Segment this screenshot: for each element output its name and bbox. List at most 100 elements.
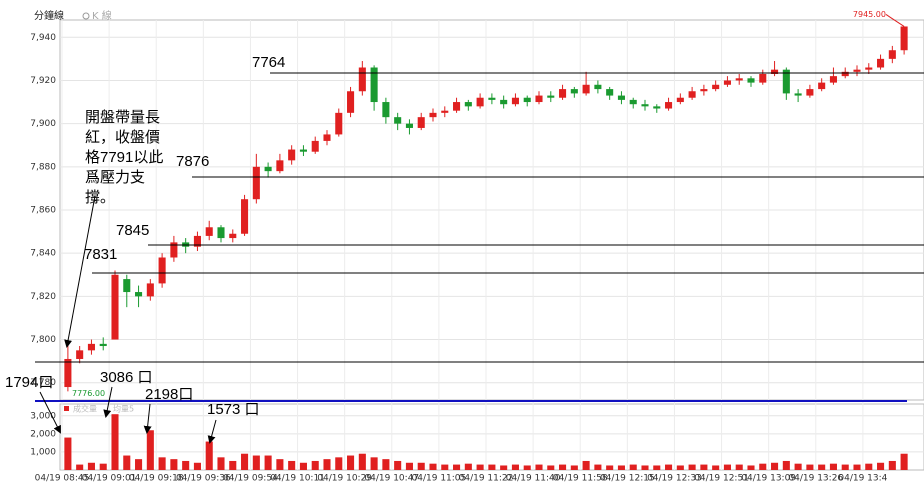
candle-body: [358, 67, 366, 92]
volume-bar: [370, 457, 378, 470]
volume-bar: [735, 464, 743, 470]
candle-body: [723, 80, 731, 85]
volume-bar: [323, 459, 331, 470]
candle-body: [535, 95, 543, 103]
annotation: 3086 口: [100, 369, 153, 386]
annotation-arrow: [143, 403, 152, 434]
volume-bar: [688, 464, 696, 470]
volume-bar: [500, 465, 508, 470]
x-tick-label: 04/19 13:26: [788, 474, 843, 484]
candle-body: [606, 89, 614, 96]
candle-body: [759, 73, 767, 83]
tab-minute[interactable]: 分鐘線: [34, 9, 64, 22]
x-tick-label: 04/19 10:47: [364, 474, 419, 484]
candle-body: [488, 97, 496, 100]
candle-body: [653, 106, 661, 109]
candle-body: [87, 343, 95, 351]
candle-body: [429, 112, 437, 118]
volume-bar: [841, 464, 849, 470]
x-tick-label: 04/19 09:36: [176, 474, 231, 484]
volume-bar: [782, 460, 790, 470]
candle-body: [629, 99, 637, 105]
volume-bar: [87, 462, 95, 470]
x-tick-label: 04/19 10:29: [317, 474, 372, 484]
volume-bar: [665, 464, 673, 470]
volume-bar: [299, 462, 307, 470]
candle-body: [806, 89, 814, 96]
x-tick-label: 04/19 08:45: [35, 474, 90, 484]
volume-bar: [158, 457, 166, 470]
volume-bar: [476, 464, 484, 470]
volume-bar: [865, 463, 873, 470]
annotation-arrow: [103, 386, 113, 418]
candle-body: [241, 199, 249, 234]
candle-body: [794, 93, 802, 96]
candle-body: [64, 358, 72, 388]
volume-bar: [877, 462, 885, 470]
candle-body: [417, 117, 425, 128]
candle-body: [476, 97, 484, 107]
volume-bar: [288, 460, 296, 470]
volume-bar: [111, 414, 119, 470]
note-line: 紅，收盤價: [85, 129, 160, 146]
x-tick-label: 04/19 11:22: [459, 474, 514, 484]
y-tick-label: 7,860: [30, 206, 56, 216]
y-tick-label: 7,780: [30, 378, 56, 388]
candle-body: [99, 343, 107, 347]
candle-body: [264, 166, 272, 172]
candle-body: [276, 160, 284, 172]
volume-bar: [594, 464, 602, 470]
candle-body: [229, 233, 237, 239]
candle-body: [559, 89, 567, 98]
candle-body: [323, 134, 331, 141]
volume-bar: [712, 465, 720, 470]
y-tick-label: 7,880: [30, 162, 56, 172]
volume-bar: [723, 464, 731, 470]
candle-body: [370, 67, 378, 103]
candle-body: [747, 78, 755, 83]
candle-body: [853, 69, 861, 72]
volume-bar: [676, 465, 684, 470]
volume-bar: [771, 462, 779, 470]
candle-body: [570, 89, 578, 94]
x-tick-label: 04/19 11:40: [506, 474, 561, 484]
volume-bar: [99, 463, 107, 470]
volume-bar: [606, 465, 614, 470]
low-marker: 7776.00: [72, 389, 105, 398]
candle-body: [217, 227, 225, 239]
volume-bar: [64, 437, 72, 470]
volume-bar: [570, 465, 578, 470]
volume-bar: [453, 464, 461, 470]
candle-body: [299, 149, 307, 152]
note-line: 開盤帶量長: [85, 109, 160, 126]
candle-body: [841, 71, 849, 77]
candle-body: [123, 279, 131, 293]
note-line: 爲壓力支: [85, 169, 145, 186]
volume-bar: [229, 460, 237, 470]
volume-bar: [405, 462, 413, 470]
candle-body: [441, 110, 449, 113]
volume-bar: [700, 464, 708, 470]
volume-bar: [747, 465, 755, 470]
volume-bar: [311, 460, 319, 470]
volume-bar: [900, 453, 908, 470]
y-tick-label: 7,920: [30, 76, 56, 86]
candle-body: [158, 257, 166, 284]
candle-body: [676, 97, 684, 103]
volume-bar: [76, 464, 84, 470]
volume-bar: [853, 464, 861, 470]
tab-kline[interactable]: K 線: [92, 9, 112, 22]
x-tick-label: 04/19 12:15: [600, 474, 655, 484]
high-marker: 7945.00: [853, 10, 886, 19]
y-tick-label: 7,940: [30, 33, 56, 43]
candle-body: [311, 140, 319, 152]
candle-body: [511, 97, 519, 105]
candle-body: [735, 78, 743, 81]
candle-body: [877, 58, 885, 68]
candle-body: [500, 99, 508, 105]
volume-bar: [123, 455, 131, 470]
y-tick-label: 1,000: [30, 447, 56, 457]
y-tick-label: 7,820: [30, 292, 56, 302]
candle-body: [288, 149, 296, 161]
